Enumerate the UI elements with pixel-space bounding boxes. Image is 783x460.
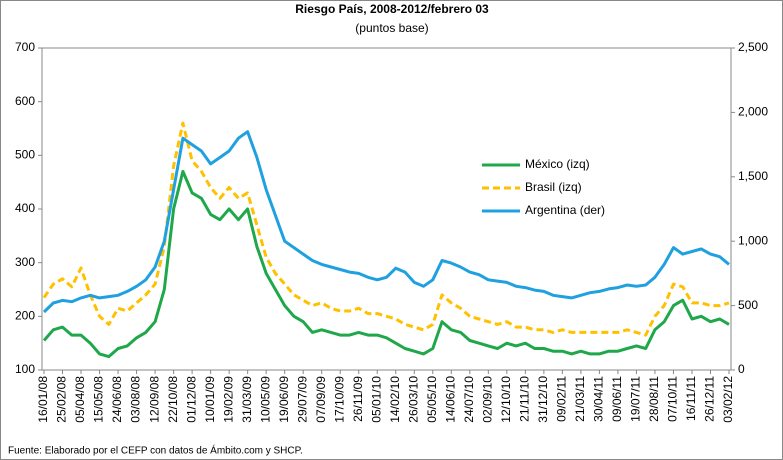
x-tick-label: 16/11/11 <box>684 376 698 421</box>
x-tick-label: 26/12/11 <box>703 376 717 422</box>
x-tick-label: 19/06/09 <box>277 376 291 423</box>
x-tick-label: 21/03/11 <box>573 376 587 422</box>
y2-tick-label: 0 <box>738 362 745 376</box>
y-tick-label: 200 <box>15 309 35 323</box>
x-tick-label: 12/09/08 <box>147 376 161 423</box>
x-tick-label: 10/01/09 <box>203 376 217 423</box>
source-note: Fuente: Elaborado por el CEFP con datos … <box>8 444 303 457</box>
x-tick-label: 12/10/10 <box>499 376 513 423</box>
x-tick-label: 25/02/08 <box>55 376 69 423</box>
y2-tick-label: 2,500 <box>738 40 768 54</box>
legend-label: Brasil (izq) <box>525 180 582 194</box>
y-tick-label: 300 <box>15 255 35 269</box>
series-line <box>42 121 730 337</box>
x-tick-label: 03/02/12 <box>721 376 735 423</box>
x-tick-label: 02/09/10 <box>480 376 494 423</box>
x-tick-label: 26/11/09 <box>351 376 365 422</box>
x-tick-label: 15/05/08 <box>92 376 106 423</box>
x-tick-label: 07/09/09 <box>314 376 328 423</box>
x-tick-label: 22/10/08 <box>166 376 180 423</box>
x-tick-label: 01/12/08 <box>184 376 198 423</box>
chart-title: Riesgo País, 2008-2012/febrero 03 <box>295 2 489 16</box>
chart-subtitle: (puntos base) <box>355 21 428 35</box>
x-tick-label: 31/12/10 <box>536 376 550 423</box>
series-line <box>42 130 730 314</box>
legend-label: Argentina (der) <box>525 203 605 217</box>
x-tick-label: 24/06/08 <box>110 376 124 423</box>
x-tick-label: 14/06/10 <box>443 376 457 423</box>
x-tick-label: 09/02/11 <box>555 376 569 422</box>
y-tick-label: 600 <box>15 94 35 108</box>
y2-tick-label: 1,000 <box>738 233 768 247</box>
x-tick-label: 24/07/10 <box>462 376 476 423</box>
x-tick-label: 05/04/08 <box>73 376 87 423</box>
x-tick-label: 29/07/09 <box>295 376 309 423</box>
x-tick-label: 28/08/11 <box>647 376 661 422</box>
x-tick-label: 05/01/10 <box>369 376 383 423</box>
y2-tick-label: 1,500 <box>738 169 768 183</box>
x-tick-label: 31/03/09 <box>240 376 254 423</box>
y2-tick-label: 2,000 <box>738 105 768 119</box>
x-tick-label: 30/04/11 <box>592 376 606 422</box>
legend-label: México (izq) <box>525 157 590 171</box>
y-tick-label: 500 <box>15 148 35 162</box>
x-tick-label: 26/03/10 <box>406 376 420 423</box>
x-tick-label: 07/10/11 <box>666 376 680 422</box>
x-tick-label: 05/05/10 <box>425 376 439 423</box>
x-tick-label: 19/02/09 <box>221 376 235 423</box>
y2-tick-label: 500 <box>738 298 758 312</box>
x-tick-label: 17/10/09 <box>332 376 346 423</box>
y-tick-label: 400 <box>15 201 35 215</box>
x-tick-label: 19/07/11 <box>629 376 643 422</box>
x-tick-label: 14/02/10 <box>388 376 402 423</box>
x-tick-label: 10/05/09 <box>258 376 272 423</box>
x-tick-label: 03/08/08 <box>129 376 143 423</box>
x-tick-label: 09/06/11 <box>610 376 624 422</box>
x-tick-label: 21/11/10 <box>518 376 532 422</box>
y-tick-label: 100 <box>15 362 35 376</box>
y-tick-label: 700 <box>15 40 35 54</box>
series-line <box>42 169 730 359</box>
x-tick-label: 16/01/08 <box>36 376 50 423</box>
